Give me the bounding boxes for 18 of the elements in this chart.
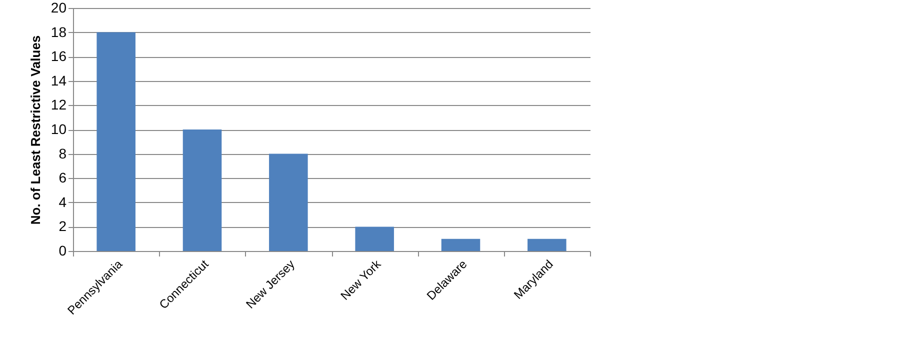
y-tick-label: 12 (50, 96, 67, 113)
y-axis-title: No. of Least Restrictive Values (28, 35, 43, 225)
y-tick-label: 16 (50, 48, 67, 64)
y-tick-label: 18 (50, 24, 67, 40)
bar (269, 154, 308, 251)
bar (441, 238, 480, 251)
y-tick-label: 14 (50, 72, 67, 88)
y-tick-label: 0 (58, 242, 67, 258)
bar (528, 238, 566, 251)
bar (182, 130, 222, 251)
y-tick-label: 6 (58, 170, 67, 186)
bar (355, 226, 394, 251)
y-tick-label: 8 (58, 145, 67, 162)
y-tick-label: 4 (58, 194, 67, 210)
y-tick-label: 10 (50, 121, 67, 137)
y-tick-label: 20 (50, 0, 67, 16)
bar (96, 32, 136, 251)
y-tick-label: 2 (58, 218, 67, 234)
